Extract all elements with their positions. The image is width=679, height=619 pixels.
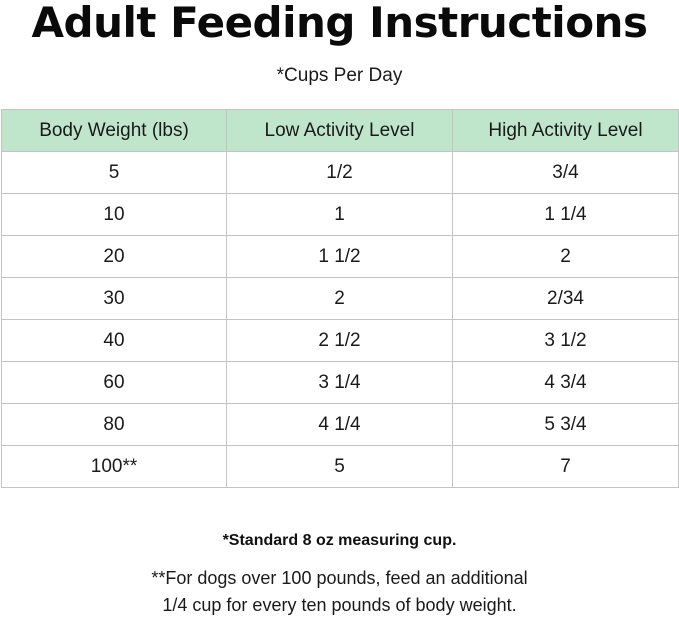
large-dog-note: **For dogs over 100 pounds, feed an addi…: [0, 565, 679, 619]
cell-high-activity: 2: [452, 235, 679, 278]
table-row: 80 4 1/4 5 3/4: [1, 403, 679, 446]
large-dog-note-line-2: 1/4 cup for every ten pounds of body wei…: [162, 595, 517, 615]
cell-high-activity: 3/4: [452, 151, 679, 194]
cell-high-activity: 7: [452, 445, 679, 488]
cell-low-activity: 1: [226, 193, 453, 236]
table-row: 40 2 1/2 3 1/2: [1, 319, 679, 362]
cell-low-activity: 1/2: [226, 151, 453, 194]
table-header-row: Body Weight (lbs) Low Activity Level Hig…: [1, 109, 679, 152]
page-title: Adult Feeding Instructions: [31, 0, 648, 47]
cell-body-weight: 20: [1, 235, 227, 278]
cell-high-activity: 5 3/4: [452, 403, 679, 446]
cell-body-weight: 10: [1, 193, 227, 236]
feeding-table: Body Weight (lbs) Low Activity Level Hig…: [1, 109, 679, 488]
page-subtitle: *Cups Per Day: [276, 65, 403, 86]
table-row: 5 1/2 3/4: [1, 151, 679, 194]
cell-low-activity: 3 1/4: [226, 361, 453, 404]
header-high-activity: High Activity Level: [452, 109, 679, 152]
cell-low-activity: 1 1/2: [226, 235, 453, 278]
cell-body-weight: 80: [1, 403, 227, 446]
cell-body-weight: 60: [1, 361, 227, 404]
large-dog-note-line-1: **For dogs over 100 pounds, feed an addi…: [151, 568, 528, 588]
cell-low-activity: 4 1/4: [226, 403, 453, 446]
cell-body-weight: 5: [1, 151, 227, 194]
cell-high-activity: 1 1/4: [452, 193, 679, 236]
cell-high-activity: 4 3/4: [452, 361, 679, 404]
table-row: 60 3 1/4 4 3/4: [1, 361, 679, 404]
cell-low-activity: 2: [226, 277, 453, 320]
cell-low-activity: 2 1/2: [226, 319, 453, 362]
cell-low-activity: 5: [226, 445, 453, 488]
cell-body-weight: 40: [1, 319, 227, 362]
table-row: 100** 5 7: [1, 445, 679, 488]
cell-body-weight: 30: [1, 277, 227, 320]
header-low-activity: Low Activity Level: [226, 109, 453, 152]
cell-body-weight: 100**: [1, 445, 227, 488]
table-row: 20 1 1/2 2: [1, 235, 679, 278]
standard-cup-note: *Standard 8 oz measuring cup.: [222, 532, 457, 549]
cell-high-activity: 2/34: [452, 277, 679, 320]
cell-high-activity: 3 1/2: [452, 319, 679, 362]
header-body-weight: Body Weight (lbs): [1, 109, 227, 152]
table-row: 10 1 1 1/4: [1, 193, 679, 236]
table-row: 30 2 2/34: [1, 277, 679, 320]
